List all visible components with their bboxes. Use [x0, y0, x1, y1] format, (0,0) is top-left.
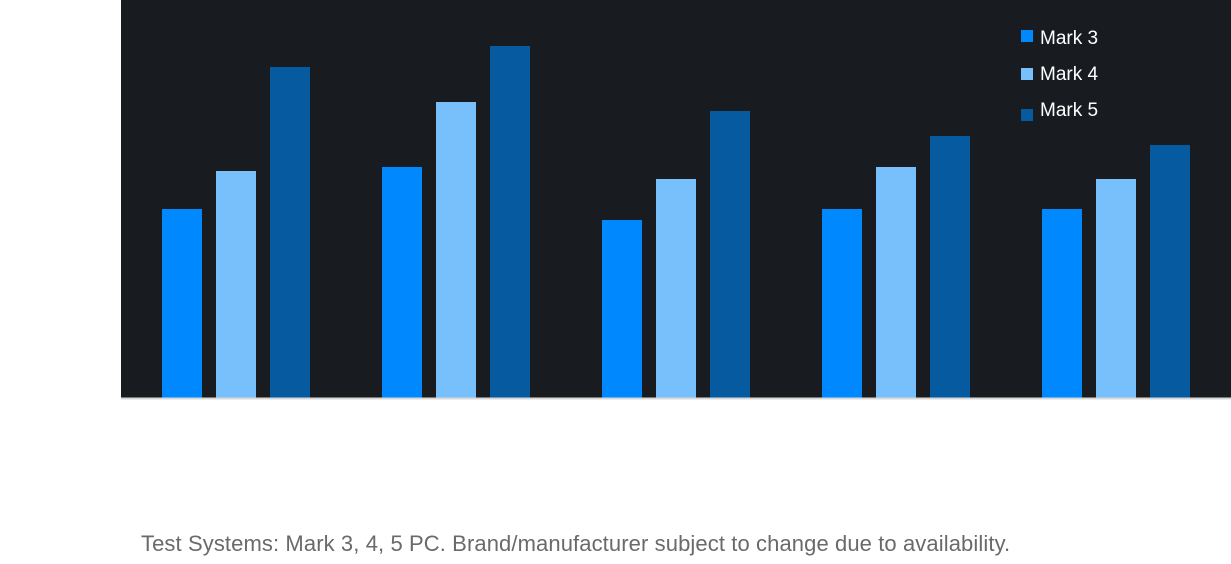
bar-mark-4-group-3 [656, 179, 696, 398]
legend-label-mark-3: Mark 3 [1040, 28, 1098, 49]
footnote: Test Systems: Mark 3, 4, 5 PC. Brand/man… [141, 531, 1011, 556]
bar-mark-5-group-2 [490, 46, 530, 398]
bar-mark-5-group-1 [270, 67, 310, 398]
bar-mark-3-group-4 [822, 209, 862, 398]
bar-mark-5-group-4 [930, 136, 970, 398]
bar-mark-3-group-1 [162, 209, 202, 398]
bar-mark-3-group-5 [1042, 209, 1082, 398]
legend-label-mark-4: Mark 4 [1040, 64, 1099, 85]
bar-mark-5-group-3 [710, 111, 750, 398]
bar-mark-3-group-3 [602, 220, 642, 398]
bar-group-1 [162, 67, 310, 398]
legend: Mark 3 Mark 4 Mark 5 [1021, 28, 1099, 121]
bar-mark-5-group-5 [1150, 145, 1190, 398]
legend-label-mark-5: Mark 5 [1040, 100, 1098, 121]
bar-group-4 [822, 136, 970, 398]
legend-item-mark-4: Mark 4 [1021, 64, 1099, 85]
bar-mark-4-group-5 [1096, 179, 1136, 398]
bar-mark-3-group-2 [382, 167, 422, 398]
legend-item-mark-5: Mark 5 [1021, 100, 1098, 121]
bar-group-2 [382, 46, 530, 398]
legend-swatch-mark-5 [1021, 109, 1033, 121]
bars-layer [162, 46, 1190, 398]
bar-mark-4-group-2 [436, 102, 476, 398]
legend-item-mark-3: Mark 3 [1021, 28, 1098, 49]
bar-group-3 [602, 111, 750, 398]
bar-mark-4-group-4 [876, 167, 916, 398]
bar-mark-4-group-1 [216, 171, 256, 398]
legend-swatch-mark-3 [1021, 30, 1033, 42]
legend-swatch-mark-4 [1021, 68, 1033, 80]
bar-group-5 [1042, 145, 1190, 398]
